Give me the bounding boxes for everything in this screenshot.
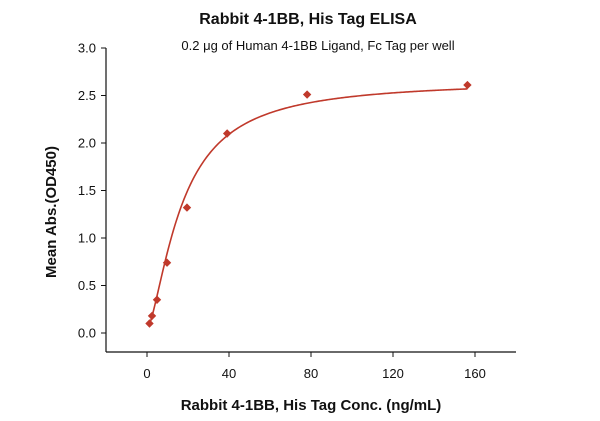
data-point: [302, 90, 312, 99]
y-tick-label: 0.0: [78, 326, 96, 341]
data-point: [162, 258, 172, 267]
y-tick-label: 1.5: [78, 183, 96, 198]
chart-title: Rabbit 4-1BB, His Tag ELISA: [199, 11, 417, 28]
data-point: [147, 311, 157, 321]
data-point: [152, 295, 162, 304]
y-tick-label: 1.0: [78, 231, 96, 246]
data-point: [145, 319, 154, 328]
data-markers: [145, 80, 472, 328]
data-point: [182, 203, 192, 212]
y-tick-label: 0.5: [78, 278, 96, 293]
y-tick-label: 2.5: [78, 88, 96, 103]
x-axis-ticks: 0 40 80 120 160: [143, 352, 486, 381]
y-tick-label: 3.0: [78, 41, 96, 56]
x-tick-label: 0: [143, 366, 150, 381]
y-tick-label: 2.0: [78, 136, 96, 151]
data-point: [463, 80, 472, 90]
x-tick-label: 80: [304, 366, 318, 381]
x-tick-label: 160: [464, 366, 486, 381]
x-axis-title: Rabbit 4-1BB, His Tag Conc. (ng/mL): [181, 397, 442, 414]
x-tick-label: 40: [222, 366, 236, 381]
fit-curve: [148, 88, 468, 325]
data-point: [222, 129, 232, 138]
x-tick-label: 120: [382, 366, 404, 381]
chart-subtitle: 0.2 μg of Human 4-1BB Ligand, Fc Tag per…: [181, 38, 454, 53]
y-axis-ticks: 0.0 0.5 1.0 1.5 2.0 2.5 3.0: [78, 41, 106, 341]
plot-area: 0.0 0.5 1.0 1.5 2.0 2.5 3.0 0 40 80 120 160: [78, 41, 516, 381]
y-axis-title: Mean Abs.(OD450): [43, 146, 60, 278]
